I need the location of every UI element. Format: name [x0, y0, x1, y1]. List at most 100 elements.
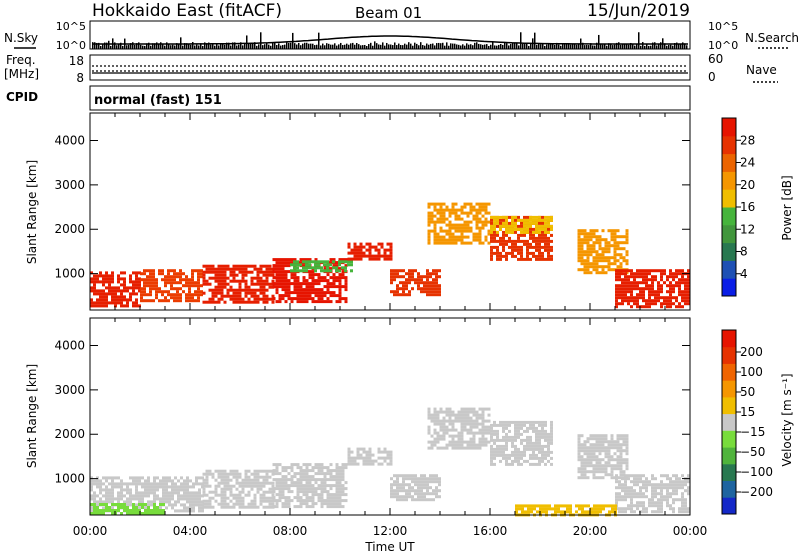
data-cell — [547, 257, 550, 261]
noise-bar — [556, 42, 558, 49]
data-cell — [439, 434, 443, 438]
data-cell — [417, 477, 420, 481]
data-cell — [120, 488, 123, 492]
data-cell — [293, 263, 296, 267]
data-cell — [138, 277, 141, 281]
data-cell — [541, 257, 544, 261]
data-cell — [541, 218, 544, 222]
data-cell — [96, 289, 99, 293]
data-cell — [598, 440, 602, 444]
data-cell — [541, 254, 544, 258]
data-cell — [162, 485, 165, 489]
noise-bar — [322, 43, 324, 49]
data-cell — [496, 221, 499, 225]
data-cell — [344, 466, 348, 470]
noise-bar — [636, 43, 638, 49]
data-cell — [202, 487, 206, 491]
data-cell — [666, 498, 669, 502]
data-cell — [610, 446, 614, 450]
data-cell — [149, 284, 152, 288]
data-cell — [429, 492, 432, 496]
data-cell — [332, 285, 336, 289]
data-cell — [442, 437, 446, 441]
noise-bar — [480, 44, 482, 49]
data-cell — [657, 483, 660, 487]
data-cell — [484, 431, 488, 435]
data-cell — [93, 509, 96, 512]
data-cell — [550, 239, 553, 243]
data-cell — [432, 293, 435, 297]
data-cell — [430, 434, 434, 438]
data-cell — [105, 304, 108, 308]
data-cell — [454, 416, 458, 420]
noise-bar — [640, 45, 642, 49]
freq-panel: 18 8 60 0 — [69, 52, 724, 85]
data-cell — [438, 480, 441, 484]
data-cell — [399, 269, 402, 273]
data-cell — [435, 290, 438, 294]
data-cell — [235, 487, 239, 491]
noise-bar — [326, 43, 328, 49]
data-cell — [272, 496, 276, 500]
data-cell — [563, 504, 566, 508]
data-cell — [229, 472, 233, 476]
noise-bar — [94, 42, 96, 49]
data-cell — [220, 496, 224, 500]
data-cell — [308, 288, 312, 292]
data-cell — [454, 229, 458, 233]
data-cell — [625, 446, 629, 450]
data-cell — [302, 475, 306, 479]
data-cell — [550, 441, 553, 445]
data-cell — [490, 254, 493, 258]
data-cell — [466, 223, 470, 227]
data-cell — [648, 287, 651, 291]
data-cell — [365, 462, 369, 466]
data-cell — [214, 273, 218, 277]
data-cell — [511, 450, 514, 454]
data-cell — [426, 483, 429, 487]
data-cell — [518, 507, 521, 511]
data-cell — [526, 257, 529, 261]
data-cell — [430, 413, 434, 417]
data-cell — [105, 274, 108, 278]
data-cell — [179, 281, 182, 285]
data-cell — [678, 486, 681, 490]
data-cell — [541, 429, 544, 433]
data-cell — [478, 205, 482, 209]
data-cell — [256, 505, 260, 509]
data-cell — [430, 446, 434, 450]
data-cell — [595, 437, 599, 441]
data-cell — [200, 269, 203, 273]
data-cell — [427, 238, 431, 242]
data-cell — [317, 288, 321, 292]
data-cell — [496, 218, 499, 222]
data-cell — [132, 476, 135, 480]
data-cell — [335, 499, 339, 503]
data-cell — [314, 269, 317, 273]
data-cell — [144, 488, 147, 492]
data-cell — [268, 499, 272, 503]
data-cell — [293, 288, 297, 292]
data-cell — [496, 453, 499, 457]
data-cell — [681, 480, 684, 484]
data-cell — [445, 425, 449, 429]
data-cell — [96, 494, 99, 498]
data-cell — [326, 285, 330, 289]
data-cell — [542, 504, 545, 508]
data-cell — [666, 504, 669, 508]
data-cell — [102, 509, 105, 512]
data-cell — [675, 305, 678, 309]
data-cell — [202, 499, 206, 503]
data-cell — [589, 262, 593, 266]
data-cell — [613, 232, 617, 236]
data-cell — [613, 247, 617, 251]
data-cell — [123, 506, 126, 509]
data-cell — [320, 481, 324, 485]
noise-bar — [654, 42, 656, 49]
data-cell — [408, 278, 411, 282]
data-cell — [299, 258, 303, 262]
data-cell — [517, 453, 520, 457]
data-cell — [102, 301, 105, 305]
data-cell — [645, 269, 648, 273]
data-cell — [675, 284, 678, 288]
